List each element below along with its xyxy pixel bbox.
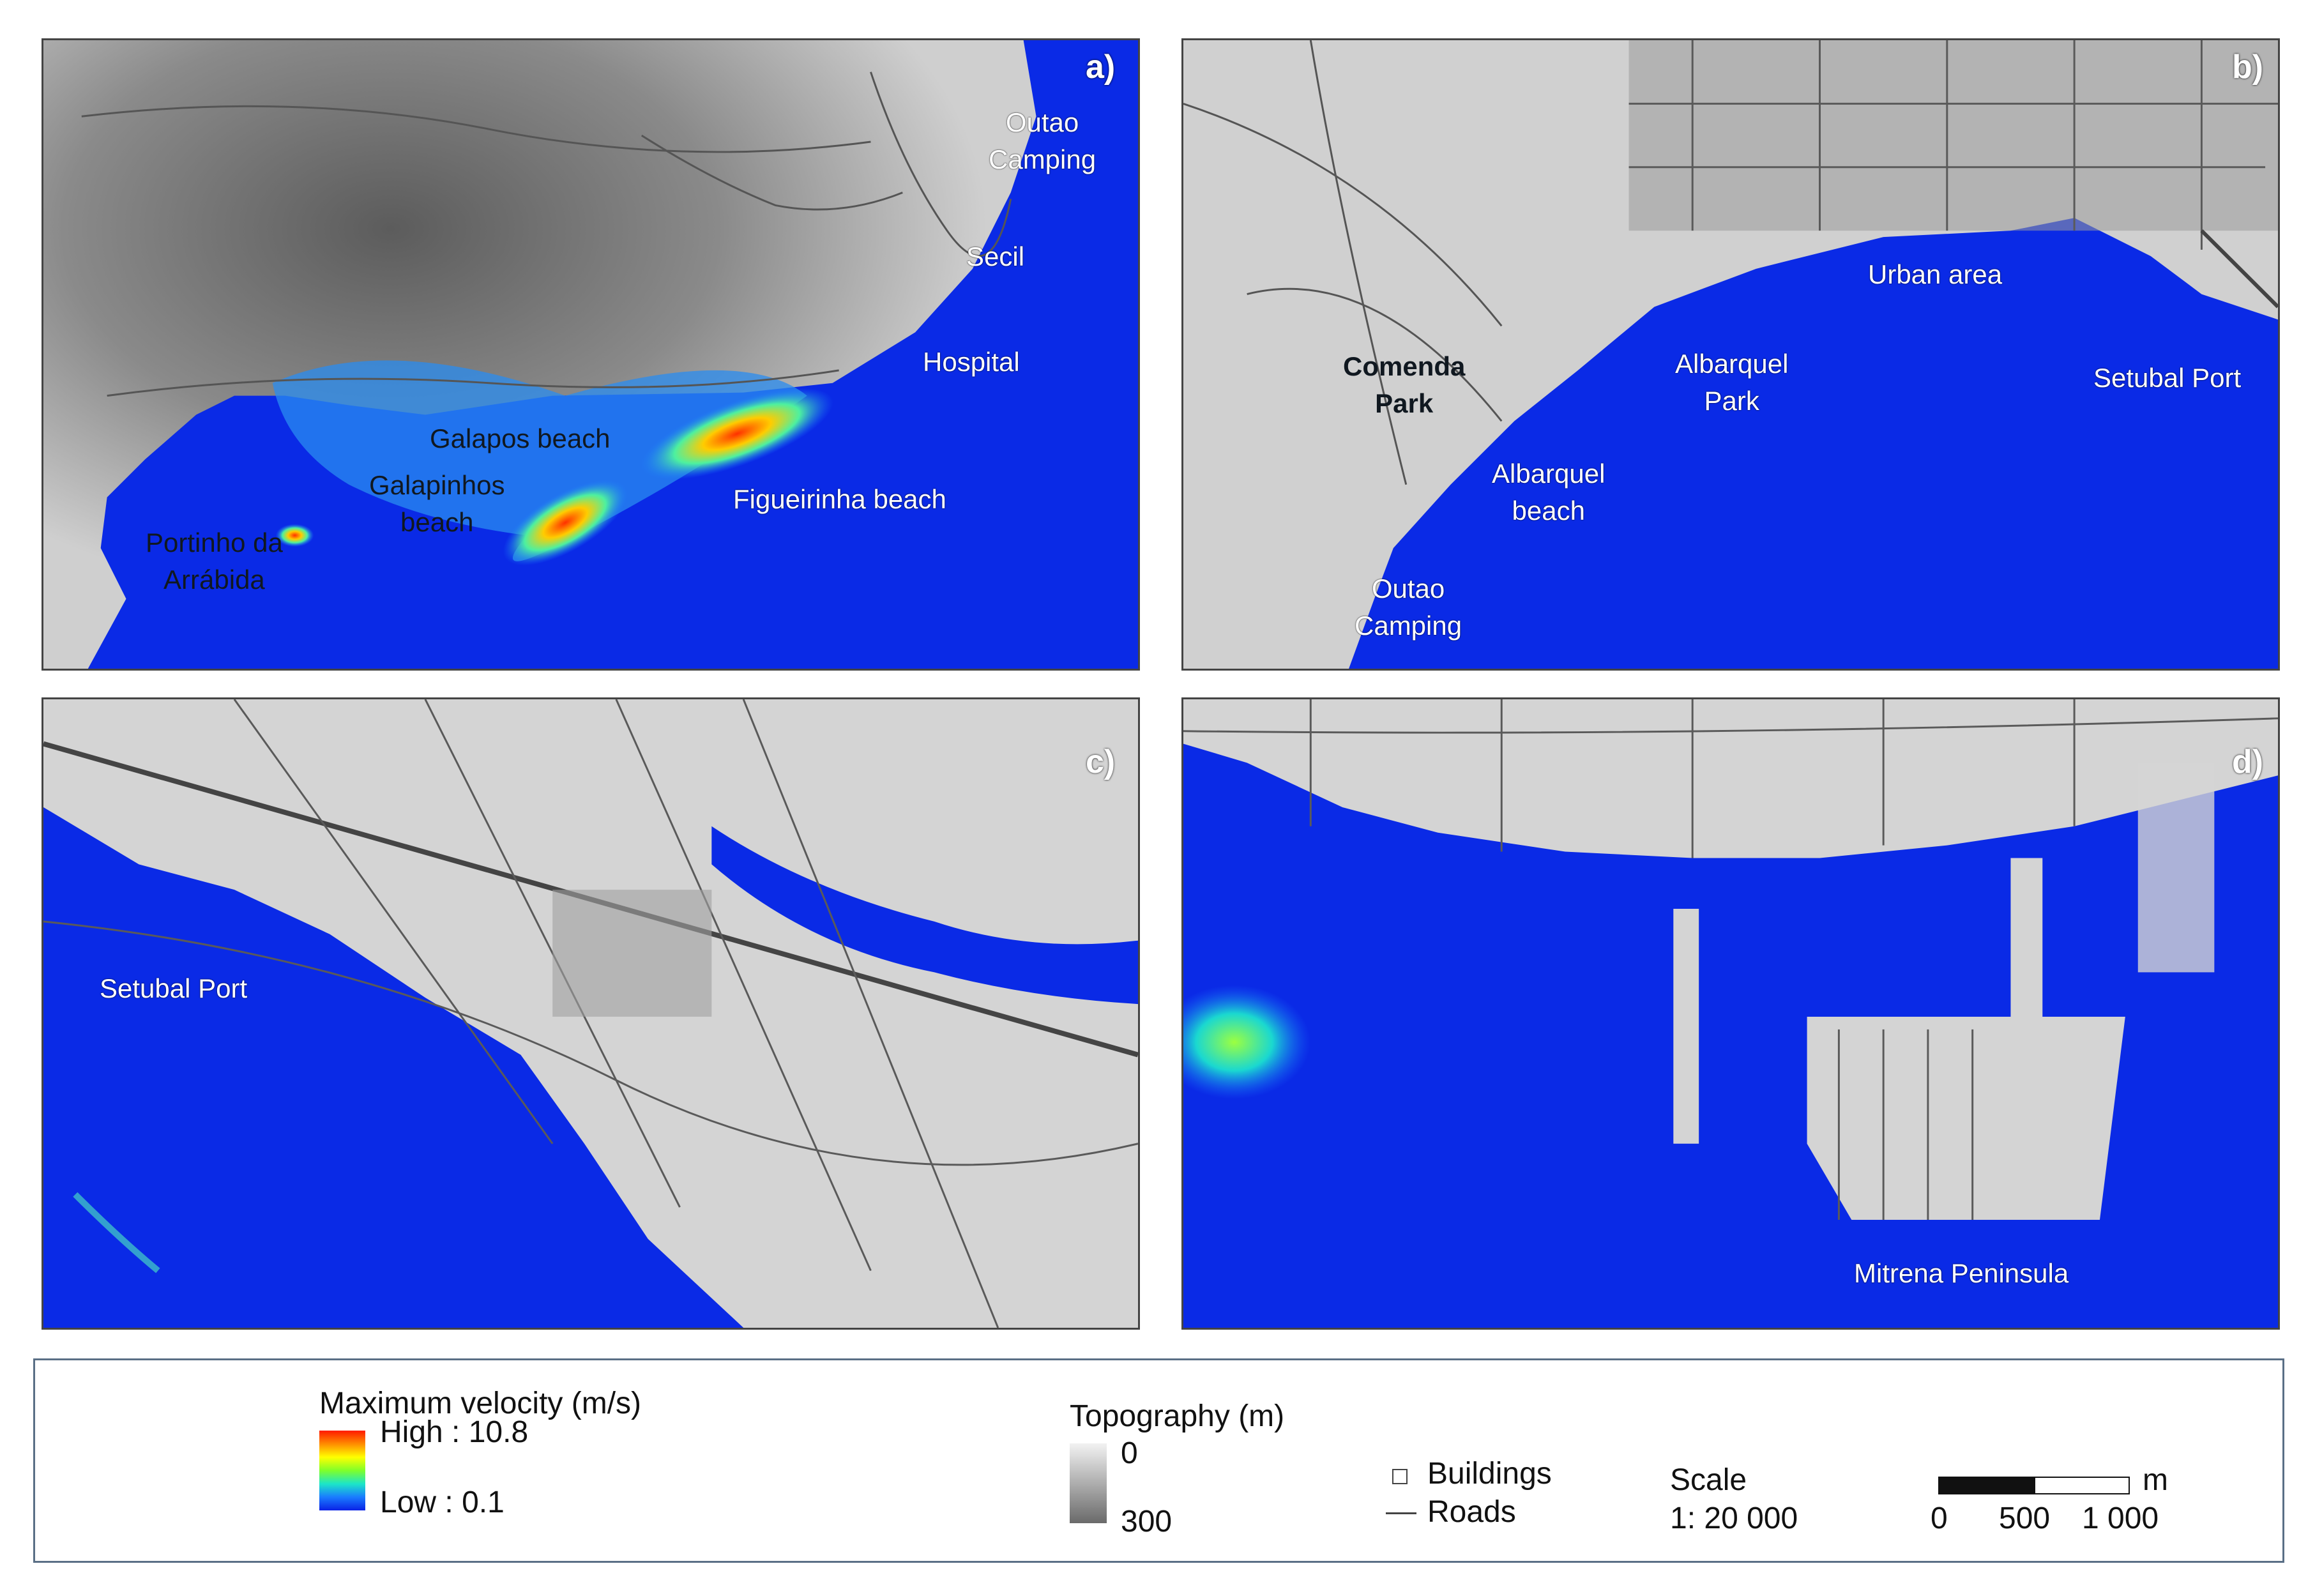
place-label-mitrena-peninsula: Mitrena Peninsula: [1854, 1258, 2069, 1288]
roads-symbol-icon: [1386, 1512, 1416, 1514]
place-label-albarquel-beach: Albarquel beach: [1492, 459, 1605, 526]
place-label-outao-camping: Outao Camping: [989, 107, 1097, 174]
map-panel-c-svg: [43, 699, 1138, 1328]
place-label-comenda-park: Comenda Park: [1343, 351, 1466, 418]
place-label-galapos-beach: Galapos beach: [430, 423, 611, 453]
place-label-galapinhos-beach: Galapinhos beach: [369, 470, 505, 537]
topography-color-ramp: [1070, 1443, 1107, 1523]
topography-max-label: 300: [1121, 1505, 1173, 1539]
buildings-legend-label: Buildings: [1427, 1457, 1552, 1491]
place-label-portinho-da-arrabida: Portinho da Arrábida: [146, 528, 283, 595]
map-panel-d: d) Mitrena Peninsula: [1181, 697, 2280, 1330]
buildings-symbol-icon: [1392, 1469, 1408, 1484]
map-panel-a-svg: [43, 40, 1138, 669]
roads-legend-label: Roads: [1427, 1495, 1516, 1529]
map-legend: Maximum velocity (m/s) High : 10.8 Low :…: [33, 1358, 2284, 1563]
place-label-setubal-port: Setubal Port: [2093, 363, 2242, 393]
topography-min-label: 0: [1121, 1436, 1138, 1470]
place-label-urban-area: Urban area: [1868, 259, 2003, 289]
panel-letter: c): [1086, 743, 1116, 780]
map-panel-c: c) Setubal Port: [42, 697, 1140, 1330]
velocity-hotspot-west: [1183, 985, 1311, 1100]
topography-legend-title: Topography (m): [1070, 1399, 1285, 1433]
scalebar-unit: m: [2143, 1463, 2168, 1497]
panel-letter: a): [1086, 49, 1116, 86]
land-panel-a: [43, 40, 1036, 669]
panel-letter: b): [2232, 49, 2264, 86]
urban-area-panel-b: [1628, 40, 2278, 231]
velocity-legend-title: Maximum velocity (m/s): [319, 1387, 642, 1420]
place-label-setubal-port: Setubal Port: [100, 973, 248, 1003]
velocity-hotspot-figueirinha: [641, 388, 833, 480]
map-panel-b: b) Urban area Comenda Park Albarquel Par…: [1181, 38, 2280, 671]
place-label-secil: Secil: [966, 241, 1025, 271]
map-panel-a: a) Outao Camping Secil Hospital Galapos …: [42, 38, 1140, 671]
map-panel-b-svg: [1183, 40, 2278, 669]
place-label-albarquel-park: Albarquel Park: [1675, 349, 1789, 416]
panel-letter: d): [2232, 743, 2264, 780]
scalebar-tick-0: 0: [1931, 1501, 1948, 1535]
velocity-low-label: Low : 0.1: [380, 1486, 505, 1519]
velocity-high-label: High : 10.8: [380, 1415, 529, 1449]
scale-value: 1: 20 000: [1670, 1501, 1798, 1535]
land-panel-d: [1183, 699, 2278, 858]
scalebar-segment-white: [2034, 1477, 2130, 1494]
scalebar-tick-500: 500: [1999, 1501, 2051, 1535]
scalebar-segment-black: [1938, 1477, 2034, 1494]
inland-water-panel-c: [711, 826, 1138, 1005]
scale-title: Scale: [1670, 1463, 1747, 1497]
velocity-color-ramp: [319, 1431, 365, 1510]
place-label-hospital: Hospital: [923, 347, 1020, 377]
map-panel-d-svg: [1183, 699, 2278, 1328]
place-label-figueirinha-beach: Figueirinha beach: [733, 484, 946, 514]
land-mitrena-peninsula: [1807, 1016, 2125, 1220]
scalebar-tick-1000: 1 000: [2082, 1501, 2159, 1535]
place-label-outao-camping: Outao Camping: [1355, 574, 1462, 641]
